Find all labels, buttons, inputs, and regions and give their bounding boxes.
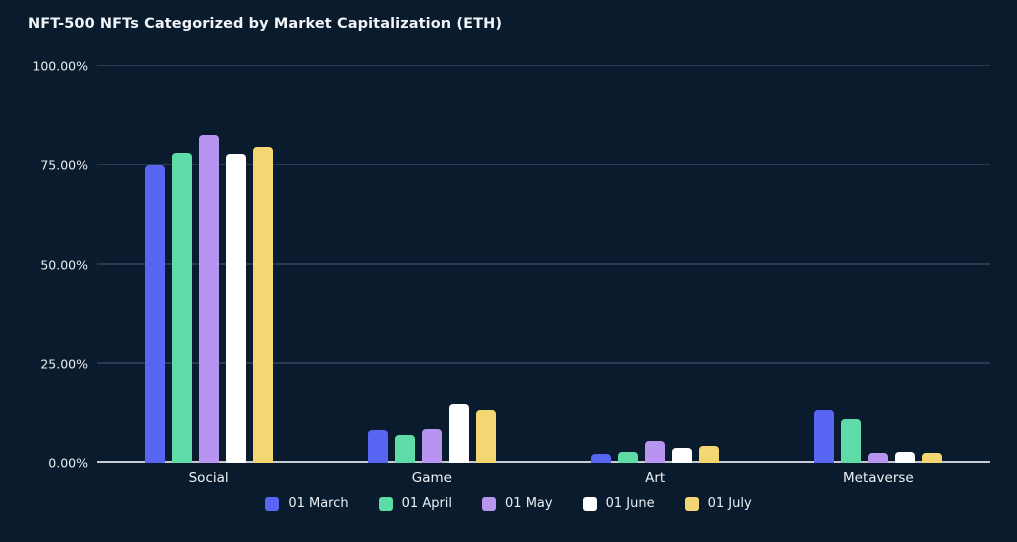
bar-group-slot-art xyxy=(544,66,767,463)
legend-swatch-01-april xyxy=(378,496,393,511)
legend-label-01-may: 01 May xyxy=(505,496,553,511)
bar-group-art xyxy=(591,66,720,463)
bar-game-01-july[interactable] xyxy=(475,410,496,463)
bar-group-game xyxy=(367,66,496,463)
bar-group-social xyxy=(144,66,273,463)
bar-art-01-march[interactable] xyxy=(591,453,612,463)
category-label-game: Game xyxy=(411,470,452,486)
bar-metaverse-01-march[interactable] xyxy=(814,409,835,463)
legend-label-01-march: 01 March xyxy=(288,496,349,511)
legend: 01 March 01 April 01 May 01 June 01 July xyxy=(0,496,1017,511)
bar-group-metaverse xyxy=(814,66,943,463)
legend-label-01-april: 01 April xyxy=(401,496,453,511)
gridline-75 xyxy=(97,163,990,166)
bar-social-01-march[interactable] xyxy=(144,165,165,463)
bar-metaverse-01-july[interactable] xyxy=(922,453,943,463)
legend-swatch-01-may xyxy=(482,496,497,511)
bar-art-01-july[interactable] xyxy=(699,446,720,463)
bar-game-01-march[interactable] xyxy=(367,430,388,463)
bar-groups xyxy=(97,66,990,463)
bar-group-slot-social xyxy=(97,66,320,463)
legend-swatch-01-june xyxy=(582,496,597,511)
y-tick-label-100: 100.00% xyxy=(32,58,88,74)
legend-label-01-july: 01 July xyxy=(707,496,752,511)
legend-label-01-june: 01 June xyxy=(605,496,655,511)
gridline-25 xyxy=(97,362,990,364)
category-label-social: Social xyxy=(188,470,229,486)
legend-item-01-june[interactable]: 01 June xyxy=(582,496,655,511)
legend-item-01-may[interactable]: 01 May xyxy=(482,496,553,511)
category-label-metaverse: Metaverse xyxy=(843,470,914,486)
legend-swatch-01-march xyxy=(265,496,280,511)
bar-social-01-july[interactable] xyxy=(252,147,273,463)
bar-social-01-april[interactable] xyxy=(171,153,192,463)
y-tick-label-50: 50.00% xyxy=(40,257,88,272)
gridline-50 xyxy=(97,263,990,265)
bar-metaverse-01-may[interactable] xyxy=(868,452,889,463)
x-axis: Social Game Art Metaverse xyxy=(97,470,990,486)
bar-art-01-april[interactable] xyxy=(618,452,639,463)
bar-game-01-june[interactable] xyxy=(448,404,469,463)
legend-item-01-april[interactable]: 01 April xyxy=(378,496,453,511)
chart-title: NFT-500 NFTs Categorized by Market Capit… xyxy=(28,16,503,32)
y-tick-label-75: 75.00% xyxy=(40,157,88,173)
x-axis-baseline xyxy=(97,461,990,463)
legend-item-01-july[interactable]: 01 July xyxy=(684,496,752,511)
gridline-100 xyxy=(97,64,990,66)
y-tick-label-25: 25.00% xyxy=(40,356,88,372)
y-tick-label-0: 0.00% xyxy=(48,455,88,471)
bar-group-slot-metaverse xyxy=(767,66,990,463)
bar-metaverse-01-june[interactable] xyxy=(895,451,916,463)
bar-art-01-may[interactable] xyxy=(645,441,666,463)
bar-group-slot-game xyxy=(320,66,543,463)
bar-social-01-may[interactable] xyxy=(198,135,219,463)
bar-game-01-may[interactable] xyxy=(421,428,442,463)
bar-social-01-june[interactable] xyxy=(225,154,246,463)
category-label-art: Art xyxy=(645,470,666,486)
y-axis: 100.00% 75.00% 50.00% 25.00% 0.00% xyxy=(0,59,88,471)
bar-art-01-june[interactable] xyxy=(672,448,693,463)
legend-item-01-march[interactable]: 01 March xyxy=(265,496,349,511)
legend-swatch-01-july xyxy=(684,496,699,511)
plot-area xyxy=(97,64,990,463)
bar-metaverse-01-april[interactable] xyxy=(841,418,862,463)
bar-game-01-april[interactable] xyxy=(394,435,415,463)
